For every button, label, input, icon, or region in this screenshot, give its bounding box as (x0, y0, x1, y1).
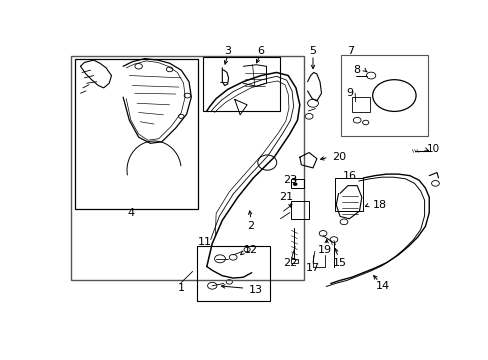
Text: 8: 8 (353, 65, 360, 75)
Text: 1: 1 (177, 283, 184, 293)
Text: 4: 4 (127, 208, 134, 217)
Text: 21: 21 (278, 192, 292, 202)
Bar (75, 59, 197, 209)
Bar (196, 247, 270, 301)
Text: 2: 2 (247, 221, 254, 231)
Text: 12: 12 (244, 244, 258, 255)
Bar (203, 57, 279, 111)
Text: 18: 18 (372, 200, 386, 210)
Text: 6: 6 (256, 46, 263, 56)
Bar (290, 201, 308, 219)
Text: 17: 17 (305, 263, 320, 273)
Text: 11: 11 (197, 237, 211, 247)
Bar (291, 259, 298, 263)
Text: 3: 3 (224, 46, 231, 56)
Bar (340, 55, 427, 136)
Text: 20: 20 (332, 152, 346, 162)
Text: 7: 7 (346, 46, 353, 56)
Bar (71, 55, 303, 280)
Text: 9: 9 (345, 88, 352, 98)
Text: 15: 15 (332, 258, 346, 267)
Text: 5: 5 (309, 46, 316, 56)
Text: 16: 16 (342, 171, 356, 181)
Text: 10: 10 (426, 144, 439, 154)
Text: 14: 14 (375, 281, 389, 291)
Text: 19: 19 (317, 244, 331, 255)
Text: 13: 13 (249, 285, 263, 294)
Text: 23: 23 (282, 175, 296, 185)
Bar (290, 179, 304, 188)
Text: 22: 22 (282, 258, 296, 269)
Bar (351, 97, 369, 112)
Bar (335, 178, 362, 211)
Circle shape (293, 183, 297, 185)
